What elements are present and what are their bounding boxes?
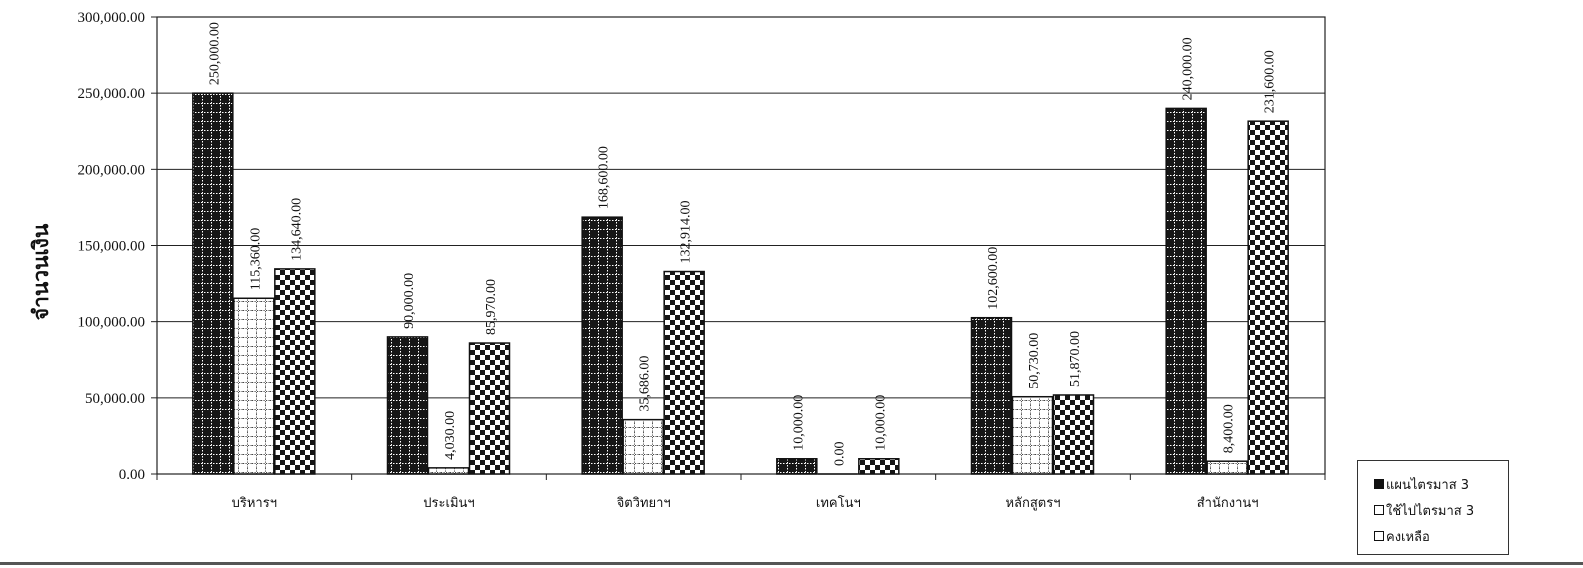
- data-label: 102,600.00: [986, 247, 1001, 310]
- data-label: 0.00: [832, 442, 847, 467]
- data-label: 132,914.00: [679, 201, 694, 264]
- bar: [1052, 394, 1095, 475]
- y-tick-label: 300,000.00: [78, 10, 146, 26]
- data-label: 8,400.00: [1222, 404, 1237, 453]
- data-label: 4,030.00: [443, 411, 458, 460]
- data-label: 231,600.00: [1263, 50, 1278, 113]
- legend-label-used: ใช้ไปไตรมาส 3: [1386, 503, 1475, 519]
- bar: [970, 316, 1013, 475]
- y-tick-label: 0.00: [119, 467, 145, 483]
- bar: [386, 336, 429, 475]
- x-tick-label: หลักสูตรฯ: [1005, 496, 1060, 511]
- data-label: 10,000.00: [873, 395, 888, 451]
- bar: [858, 458, 900, 475]
- legend-label-plan: แผนไตรมาส 3: [1386, 477, 1470, 493]
- data-label: 115,360.00: [248, 228, 263, 290]
- data-label: 10,000.00: [791, 395, 806, 451]
- x-tick-label: บริหารฯ: [232, 496, 277, 511]
- y-tick-label: 250,000.00: [78, 86, 146, 102]
- bottom-divider: [0, 562, 1583, 565]
- y-tick-label: 100,000.00: [78, 315, 146, 331]
- data-label: 85,970.00: [484, 279, 499, 335]
- bar: [1247, 120, 1289, 475]
- bar: [233, 297, 275, 475]
- y-tick-label: 150,000.00: [78, 239, 146, 255]
- legend: แผนไตรมาส 3 ใช้ไปไตรมาส 3 คงเหลือ: [1357, 460, 1509, 555]
- y-axis-title: จำนวนเงิน: [28, 223, 53, 320]
- bar: [776, 458, 818, 475]
- legend-swatch-used-icon: [1374, 505, 1384, 515]
- data-label: 250,000.00: [207, 22, 222, 85]
- data-label: 50,730.00: [1027, 333, 1042, 389]
- bar: [622, 418, 664, 475]
- legend-item-used: ใช้ไปไตรมาส 3: [1374, 497, 1508, 523]
- x-tick-label: สำนักงานฯ: [1197, 496, 1259, 511]
- bar: [663, 270, 705, 475]
- x-tick-label: จิตวิทยาฯ: [616, 496, 671, 511]
- legend-item-remaining: คงเหลือ: [1374, 523, 1508, 549]
- data-label: 168,600.00: [597, 146, 612, 209]
- x-tick-label: ประเมินฯ: [423, 496, 474, 511]
- data-label: 90,000.00: [402, 273, 417, 329]
- data-label: 134,640.00: [289, 198, 304, 261]
- y-tick-label: 50,000.00: [85, 391, 145, 407]
- bar: [274, 268, 316, 475]
- y-tick-label: 200,000.00: [78, 162, 146, 178]
- legend-swatch-plan-icon: [1374, 479, 1384, 489]
- data-label: 240,000.00: [1181, 37, 1196, 100]
- bar: [1206, 460, 1248, 475]
- bar: [1165, 107, 1207, 475]
- bar: [427, 467, 470, 475]
- data-label: 35,686.00: [638, 356, 653, 412]
- legend-item-plan: แผนไตรมาส 3: [1374, 471, 1508, 497]
- bar: [192, 92, 234, 475]
- bar: [581, 216, 623, 475]
- x-tick-label: เทคโนฯ: [816, 495, 861, 511]
- legend-label-remaining: คงเหลือ: [1386, 529, 1430, 545]
- data-label: 51,870.00: [1068, 331, 1083, 387]
- bar: [1011, 395, 1054, 475]
- legend-swatch-remaining-icon: [1374, 531, 1384, 541]
- bar: [468, 342, 511, 475]
